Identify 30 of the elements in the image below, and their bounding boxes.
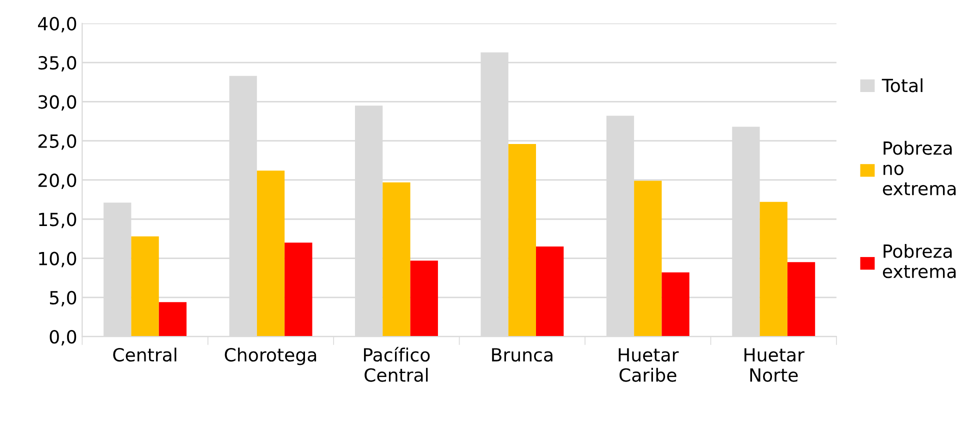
bar [131,236,159,337]
bar [787,262,816,337]
bar [536,246,564,337]
bar [634,180,662,337]
legend-label: Pobreza extrema [882,244,956,278]
x-tick-label: Central [113,348,176,362]
bar [158,302,187,337]
x-tick-label: Huetar Norte [744,348,804,382]
x-tick-label: Chorotega [224,348,316,366]
bar [382,182,410,337]
bar [410,260,438,337]
y-tick-label: 0,0 [50,330,76,346]
y-tick-label: 40,0 [38,16,76,32]
x-tick-label: Huetar Caribe [618,348,679,382]
y-tick-label: 15,0 [39,212,76,228]
bar [284,242,312,337]
bar [662,272,690,337]
x-tick-label: Brunca [492,348,552,362]
y-tick-label: 5,0 [50,290,76,306]
legend-label: Pobreza no extrema [882,140,956,196]
y-tick-label: 30,0 [38,95,76,111]
bar [256,170,285,337]
legend-label: Total [882,78,922,92]
bar [760,202,788,337]
y-tick-label: 25,0 [38,134,76,150]
y-tick-label: 10,0 [39,252,76,268]
bar [508,144,536,337]
y-tick-label: 20,0 [38,173,76,189]
x-tick-label: Pacífico Central [364,346,430,382]
y-tick-label: 35,0 [38,56,76,72]
